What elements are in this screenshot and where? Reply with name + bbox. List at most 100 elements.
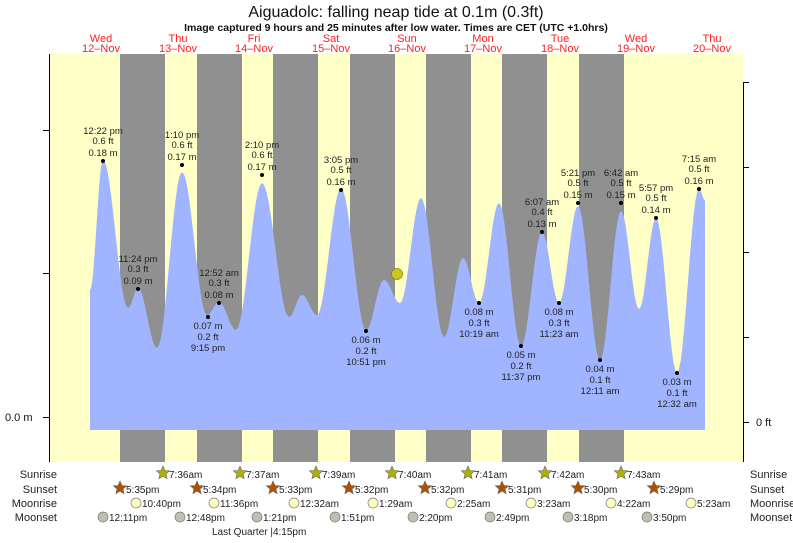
day-label-date: 13–Nov (159, 43, 197, 55)
sunrise-row-label-right: Sunrise (750, 469, 787, 481)
tide-area (90, 160, 705, 430)
extreme-dot (557, 301, 561, 305)
extreme-ft: 0.1 ft (589, 375, 610, 386)
moonrise-event: 4:22am (605, 497, 650, 510)
sunset-icon (265, 480, 281, 495)
sunrise-time: 7:39am (322, 470, 355, 481)
moonrise-event: 1:29am (367, 497, 412, 510)
sunset-event: 5:32pm (417, 480, 464, 496)
moonset-event: 1:51pm (329, 511, 374, 524)
extreme-dot (180, 163, 184, 167)
sunrise-icon (537, 465, 553, 480)
extreme-dot (260, 173, 264, 177)
sunset-time: 5:35pm (126, 485, 159, 496)
extreme-dot (519, 344, 523, 348)
sunrise-icon (613, 465, 629, 480)
sunset-icon (646, 480, 662, 495)
moonrise-time: 5:23am (697, 499, 730, 510)
day-label-dow: Sun (397, 33, 417, 45)
extreme-dot (619, 201, 623, 205)
extreme-time: 6:42 am (604, 168, 638, 179)
moonset-icon (97, 511, 109, 523)
sunrise-time: 7:41am (474, 470, 507, 481)
chart-title: Aiguadolc: falling neap tide at 0.1m (0.… (248, 4, 543, 21)
moonrise-event: 5:23am (685, 497, 730, 510)
extreme-m: 0.08 m (464, 307, 493, 318)
sunset-icon (189, 480, 205, 495)
moonset-time: 12:11pm (109, 513, 147, 524)
moonset-event: 3:50pm (641, 511, 686, 524)
extreme-time: 5:21 pm (561, 168, 595, 179)
extreme-dot (136, 287, 140, 291)
extreme-ft: 0.6 ft (251, 150, 272, 161)
sunrise-time: 7:42am (551, 470, 584, 481)
moonset-event: 2:20pm (407, 511, 452, 524)
day-label-date: 15–Nov (312, 43, 350, 55)
moonrise-time: 4:22am (617, 499, 650, 510)
sunset-event: 5:29pm (646, 480, 693, 496)
tide-extreme-high: 6:42 am0.5 ft0.15 m (604, 168, 638, 205)
moonrise-icon (445, 497, 457, 509)
extreme-time: 12:11 am (581, 386, 620, 397)
extreme-ft: 0.3 ft (468, 318, 489, 329)
extreme-time: 11:23 am (540, 329, 579, 340)
moonset-icon (641, 511, 653, 523)
extreme-ft: 0.3 ft (208, 278, 229, 289)
moonset-icon (484, 511, 496, 523)
day-label-date: 19–Nov (617, 43, 655, 55)
sunset-icon (112, 480, 128, 495)
extreme-time: 11:37 pm (502, 372, 541, 383)
sunrise-event: 7:37am (232, 465, 279, 481)
sunrise-event: 7:40am (384, 465, 431, 481)
left-axis-zero-label: 0.0 m (5, 412, 33, 424)
moonrise-time: 12:32am (300, 499, 339, 510)
extreme-time: 11:24 pm (119, 254, 158, 265)
tide-extreme-high: 3:05 pm0.5 ft0.16 m (324, 155, 358, 192)
moon-phase: Last Quarter |4:15pm (212, 527, 306, 538)
moonset-event: 12:11pm (97, 511, 147, 524)
moonset-row-label-right: Moonset (750, 512, 792, 524)
extreme-m: 0.13 m (527, 219, 556, 230)
extreme-m: 0.15 m (606, 190, 635, 201)
extreme-ft: 0.3 ft (127, 264, 148, 275)
moonset-time: 12:48pm (186, 513, 225, 524)
extreme-ft: 0.2 ft (510, 361, 531, 372)
extreme-m: 0.08 m (544, 307, 573, 318)
moonset-event: 2:49pm (484, 511, 529, 524)
extreme-m: 0.15 m (563, 190, 592, 201)
chart-subtitle: Image captured 9 hours and 25 minutes af… (184, 22, 608, 34)
moonset-icon (174, 511, 186, 523)
extreme-dot (339, 188, 343, 192)
moonrise-row-label-right: Moonrise (750, 498, 793, 510)
day-label-dow: Wed (625, 33, 647, 45)
moonrise-time: 1:29am (379, 499, 412, 510)
day-label-dow: Tue (551, 33, 570, 45)
moonrise-icon (605, 497, 617, 509)
moonrise-icon (288, 497, 300, 509)
tide-extreme-high: 7:15 am0.5 ft0.16 m (682, 154, 716, 191)
tide-extreme-high: 11:24 pm0.3 ft0.09 m (119, 254, 158, 291)
tide-extreme-high: 12:22 pm0.6 ft0.18 m (83, 126, 123, 163)
moonset-row-label: Moonset (15, 512, 57, 524)
day-label-date: 17–Nov (464, 43, 502, 55)
extreme-ft: 0.6 ft (92, 136, 113, 147)
tide-extreme-high: 6:07 am0.4 ft0.13 m (525, 197, 559, 234)
moonrise-event: 10:40pm (130, 497, 181, 510)
extreme-time: 12:52 am (199, 268, 239, 279)
extreme-dot (206, 315, 210, 319)
sunrise-event: 7:39am (308, 465, 355, 481)
day-label-date: 12–Nov (82, 43, 120, 55)
moonset-event: 3:18pm (562, 511, 607, 524)
sunset-icon (570, 480, 586, 495)
moonset-event: 1:21pm (251, 511, 296, 524)
moonrise-time: 10:40pm (142, 499, 181, 510)
extreme-ft: 0.2 ft (355, 346, 376, 357)
moonrise-event: 3:23am (525, 497, 570, 510)
extreme-ft: 0.5 ft (610, 178, 631, 189)
extreme-m: 0.05 m (506, 350, 535, 361)
sunset-event: 5:34pm (189, 480, 236, 496)
extreme-dot (217, 301, 221, 305)
extreme-dot (654, 216, 658, 220)
